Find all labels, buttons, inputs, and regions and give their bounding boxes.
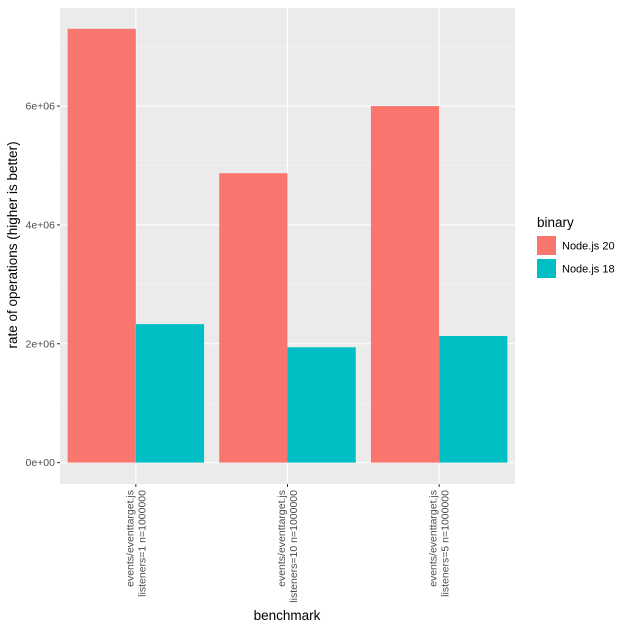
bar (287, 347, 356, 463)
bar (135, 324, 205, 463)
legend-label: Node.js 18 (562, 264, 615, 276)
x-tick-label: listeners=10 n=1000000 (288, 490, 300, 603)
y-tick-label: 0e+00 (26, 457, 56, 469)
y-axis: 0e+00 2e+06 4e+06 6e+06 (26, 101, 60, 469)
bar (67, 28, 136, 463)
x-tick-label: listeners=5 n=1000000 (440, 490, 452, 597)
bar (370, 106, 440, 463)
legend-label: Node.js 20 (562, 241, 615, 253)
y-tick-label: 6e+06 (26, 101, 56, 113)
y-tick-label: 2e+06 (26, 338, 56, 350)
x-tick-label: events/eventtarget.js (276, 490, 288, 587)
x-axis: events/eventtarget.js listeners=1 n=10000… (124, 484, 452, 603)
x-tick-label: events/eventtarget.js (124, 490, 136, 587)
bar (439, 336, 508, 463)
x-axis-title: benchmark (254, 608, 321, 623)
bar (219, 173, 288, 463)
legend-swatch (537, 236, 556, 255)
legend: binary Node.js 20 Node.js 18 (537, 215, 615, 278)
legend-title: binary (537, 215, 574, 230)
y-tick-label: 4e+06 (26, 219, 56, 231)
x-tick-label: events/eventtarget.js (428, 490, 440, 587)
x-tick-label: listeners=1 n=1000000 (136, 490, 148, 597)
bars (67, 28, 508, 463)
y-axis-title: rate of operations (higher is better) (5, 141, 20, 348)
legend-swatch (537, 259, 556, 278)
